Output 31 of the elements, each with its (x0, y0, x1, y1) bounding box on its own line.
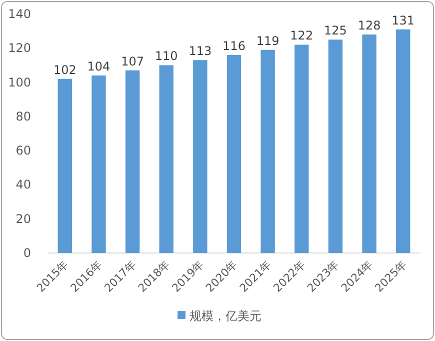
bar (328, 40, 343, 253)
bar (362, 34, 376, 253)
y-tick-label: 120 (8, 41, 31, 56)
data-label: 113 (188, 44, 212, 58)
y-tick-label: 20 (16, 212, 31, 226)
bar (260, 50, 275, 253)
bar (193, 60, 208, 253)
bar (58, 78, 72, 253)
data-label: 128 (358, 18, 381, 32)
data-label: 116 (222, 38, 246, 53)
bar (226, 54, 242, 253)
bar (159, 65, 174, 253)
y-tick-label: 40 (16, 178, 31, 192)
data-label: 102 (53, 62, 76, 77)
y-tick-label: 0 (23, 246, 31, 260)
data-label: 119 (256, 34, 280, 48)
data-label: 110 (154, 49, 178, 64)
bar (125, 70, 140, 253)
bar (396, 29, 410, 253)
data-label: 122 (290, 28, 314, 43)
y-tick-label: 140 (8, 7, 31, 21)
y-tick-label: 80 (16, 109, 31, 124)
y-tick-label: 100 (8, 75, 31, 90)
data-label: 131 (392, 13, 415, 28)
data-label: 125 (324, 24, 347, 38)
data-label: 104 (87, 59, 110, 74)
legend-label: 规模，亿美元 (190, 309, 262, 323)
bar (294, 44, 309, 253)
y-tick-label: 60 (16, 144, 31, 158)
bar (92, 75, 106, 253)
data-label: 107 (121, 54, 144, 68)
